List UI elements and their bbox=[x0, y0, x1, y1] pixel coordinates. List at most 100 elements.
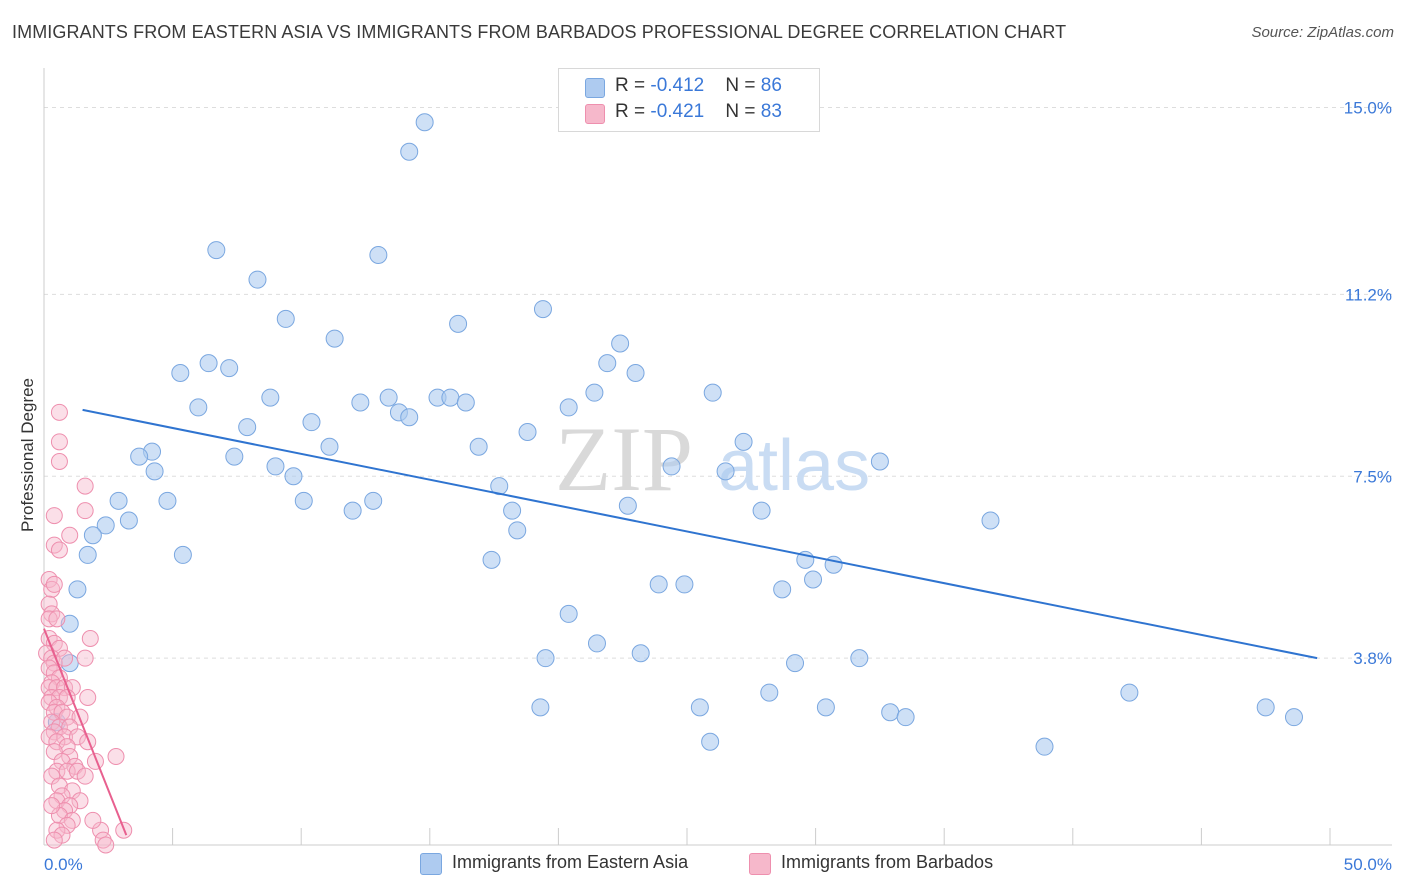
data-point-eastern-asia bbox=[786, 654, 805, 673]
x-tick-labels: 0.0% 50.0% bbox=[44, 855, 1392, 874]
data-point-eastern-asia bbox=[531, 698, 550, 717]
data-point-barbados bbox=[48, 762, 66, 780]
data-point-eastern-asia bbox=[533, 300, 552, 319]
data-point-eastern-asia bbox=[631, 644, 650, 663]
data-point-barbados bbox=[45, 831, 63, 849]
data-point-eastern-asia bbox=[482, 550, 501, 569]
data-point-barbados bbox=[50, 453, 68, 470]
data-point-eastern-asia bbox=[441, 388, 460, 407]
legend-label-barbados: Immigrants from Barbados bbox=[781, 852, 994, 872]
data-point-barbados bbox=[68, 728, 86, 746]
data-point-eastern-asia bbox=[261, 388, 280, 407]
y-tick-label: 3.8% bbox=[1353, 649, 1392, 668]
data-point-barbados bbox=[43, 605, 61, 623]
data-point-barbados bbox=[40, 571, 58, 588]
data-point-eastern-asia bbox=[225, 447, 244, 466]
data-point-barbados bbox=[53, 703, 71, 721]
data-point-eastern-asia bbox=[171, 364, 190, 382]
data-point-eastern-asia bbox=[78, 545, 97, 564]
data-point-eastern-asia bbox=[415, 113, 434, 132]
data-point-eastern-asia bbox=[1256, 698, 1275, 717]
data-point-eastern-asia bbox=[343, 501, 362, 520]
trend-lines bbox=[43, 408, 1318, 836]
data-point-eastern-asia bbox=[158, 491, 177, 510]
data-point-eastern-asia bbox=[364, 491, 383, 510]
legend-n-value: 83 bbox=[760, 101, 782, 122]
legend-r-label: R = bbox=[615, 75, 651, 96]
data-point-eastern-asia bbox=[536, 649, 555, 668]
data-point-eastern-asia bbox=[276, 309, 295, 328]
data-point-barbados bbox=[50, 403, 68, 421]
data-point-eastern-asia bbox=[690, 698, 709, 717]
data-point-barbados bbox=[58, 816, 76, 834]
legend-swatch-blue bbox=[420, 853, 442, 875]
data-point-barbados bbox=[107, 748, 125, 765]
legend-n-label: N = bbox=[725, 101, 761, 122]
data-point-barbados bbox=[76, 767, 94, 785]
data-point-eastern-asia bbox=[804, 570, 823, 589]
data-point-eastern-asia bbox=[248, 270, 267, 289]
chart-source: Source: ZipAtlas.com bbox=[1251, 24, 1394, 41]
data-point-barbados bbox=[58, 762, 76, 780]
legend-swatch-pink bbox=[749, 853, 771, 875]
y-tick-label: 15.0% bbox=[1344, 99, 1392, 118]
data-point-eastern-asia bbox=[1284, 708, 1303, 727]
data-point-eastern-asia bbox=[881, 703, 900, 722]
series-eastern-asia-points bbox=[47, 113, 1303, 756]
data-point-eastern-asia bbox=[449, 314, 468, 333]
data-point-eastern-asia bbox=[207, 241, 226, 260]
data-point-eastern-asia bbox=[559, 398, 578, 417]
data-point-eastern-asia bbox=[587, 634, 606, 653]
data-point-eastern-asia bbox=[518, 423, 537, 441]
data-point-eastern-asia bbox=[816, 698, 835, 717]
data-point-eastern-asia bbox=[456, 393, 475, 412]
data-point-eastern-asia bbox=[400, 142, 419, 161]
data-point-eastern-asia bbox=[294, 491, 313, 510]
data-point-eastern-asia bbox=[199, 354, 218, 373]
grid-lines bbox=[44, 107, 1392, 659]
data-point-eastern-asia bbox=[130, 447, 149, 466]
x-tick-label: 0.0% bbox=[44, 855, 83, 874]
data-point-barbados bbox=[76, 649, 94, 667]
data-point-eastern-asia bbox=[96, 516, 115, 535]
data-point-eastern-asia bbox=[649, 575, 668, 594]
data-point-eastern-asia bbox=[266, 457, 285, 476]
series-barbados-points bbox=[38, 403, 133, 854]
data-point-barbados bbox=[48, 821, 66, 839]
data-point-eastern-asia bbox=[734, 432, 753, 451]
data-point-barbados bbox=[76, 502, 94, 520]
data-point-eastern-asia bbox=[585, 383, 604, 402]
data-point-eastern-asia bbox=[1035, 737, 1054, 756]
data-point-barbados bbox=[84, 811, 102, 829]
data-point-eastern-asia bbox=[559, 604, 578, 623]
data-point-eastern-asia bbox=[598, 354, 617, 373]
data-point-eastern-asia bbox=[760, 683, 779, 702]
data-point-barbados bbox=[45, 723, 63, 741]
data-point-eastern-asia bbox=[469, 437, 488, 456]
data-point-barbados bbox=[63, 811, 81, 829]
y-tick-label: 7.5% bbox=[1353, 467, 1392, 486]
data-point-eastern-asia bbox=[119, 511, 138, 530]
data-point-eastern-asia bbox=[320, 437, 339, 456]
legend-label-eastern-asia: Immigrants from Eastern Asia bbox=[452, 852, 689, 872]
data-point-eastern-asia bbox=[701, 732, 720, 751]
data-point-barbados bbox=[50, 777, 68, 795]
data-point-eastern-asia bbox=[109, 491, 128, 510]
data-point-barbados bbox=[45, 575, 63, 593]
data-point-barbados bbox=[50, 541, 68, 559]
data-point-barbados bbox=[79, 689, 97, 706]
data-point-barbados bbox=[48, 610, 66, 628]
data-point-barbados bbox=[50, 718, 68, 736]
legend-r-value: -0.412 bbox=[650, 75, 705, 96]
data-point-barbados bbox=[40, 630, 58, 647]
data-point-eastern-asia bbox=[981, 511, 1000, 530]
y-tick-label: 11.2% bbox=[1345, 285, 1392, 304]
data-point-eastern-asia bbox=[503, 501, 522, 520]
data-point-barbados bbox=[43, 674, 61, 692]
data-point-eastern-asia bbox=[68, 580, 87, 599]
data-point-eastern-asia bbox=[850, 649, 869, 668]
data-point-barbados bbox=[43, 797, 61, 815]
data-point-barbados bbox=[48, 733, 66, 751]
data-point-eastern-asia bbox=[1120, 683, 1139, 702]
